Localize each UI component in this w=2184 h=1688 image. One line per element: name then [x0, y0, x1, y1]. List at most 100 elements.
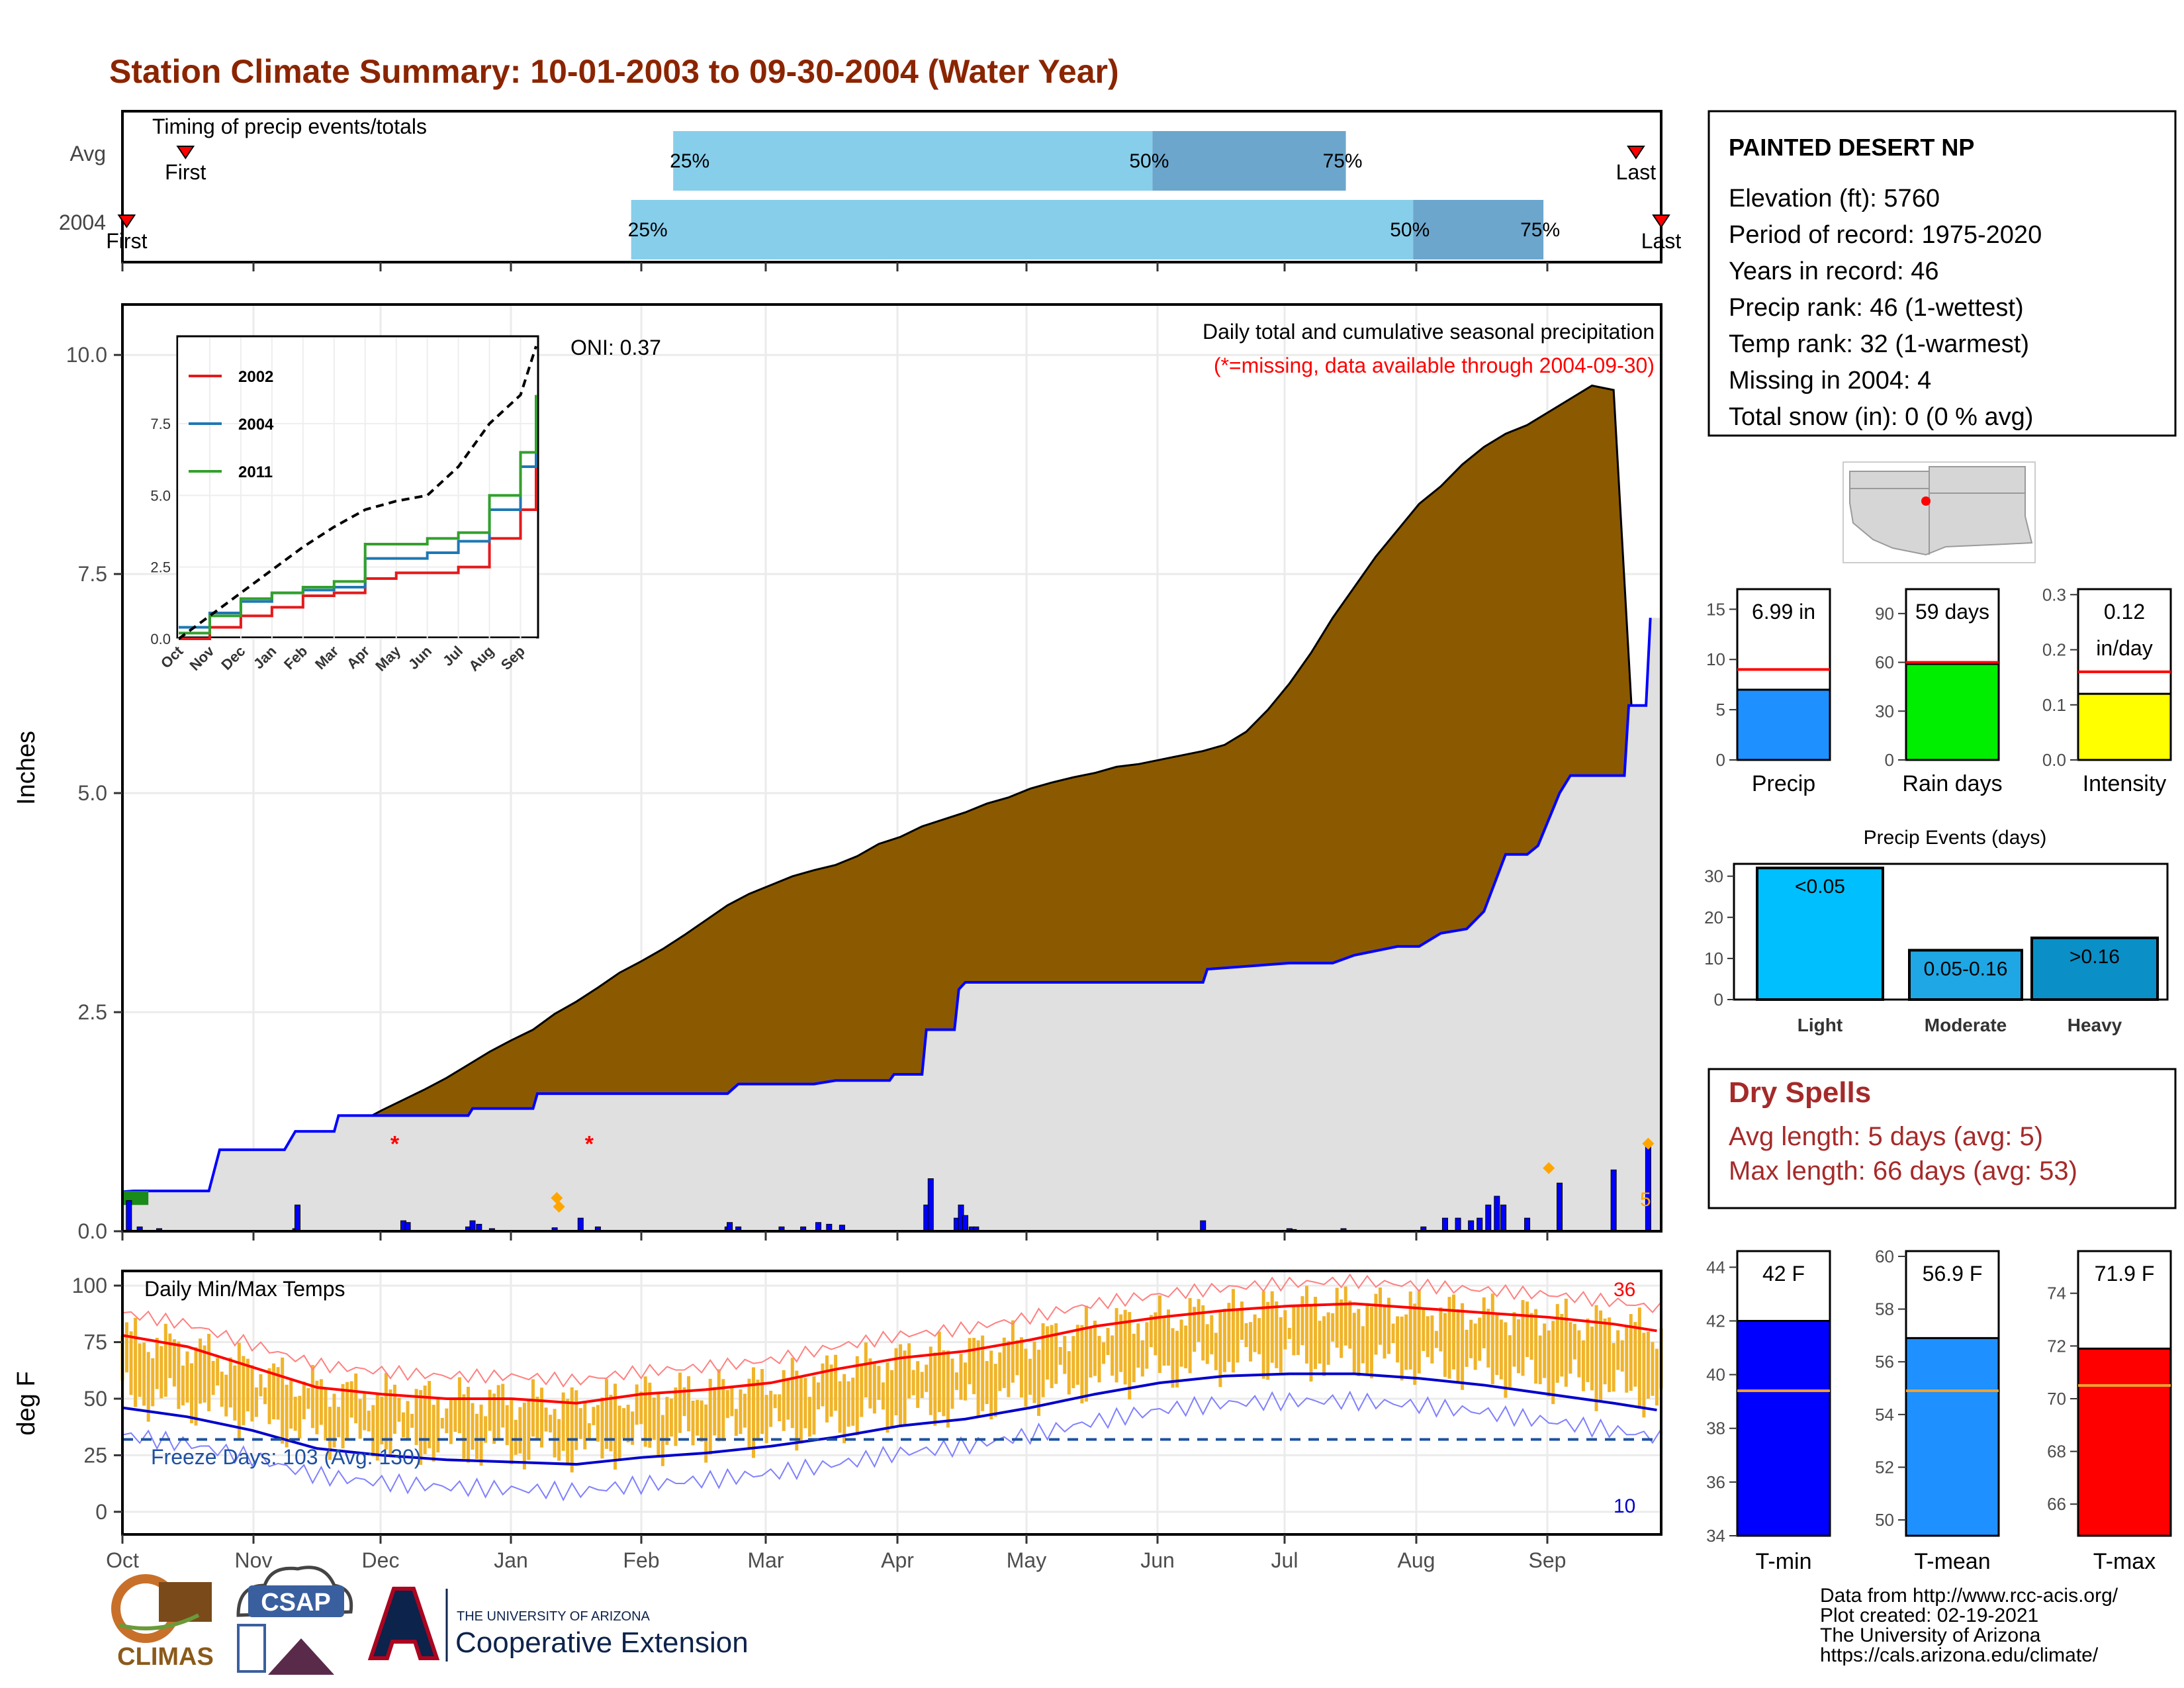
- daily-precip-bar: [1200, 1220, 1206, 1232]
- cumulative-2004-area: [122, 618, 1661, 1231]
- daily-temp-bar: [1637, 1307, 1641, 1409]
- daily-temp-bar: [1222, 1309, 1226, 1372]
- daily-temp-bar: [1340, 1299, 1343, 1358]
- daily-temp-bar: [163, 1323, 167, 1397]
- daily-temp-bar: [250, 1365, 254, 1422]
- stat-bar: [2077, 692, 2172, 761]
- daily-temp-bar: [937, 1331, 941, 1413]
- daily-precip-bar: [295, 1204, 301, 1232]
- daily-temp-bar: [155, 1337, 159, 1389]
- month-label: Sep: [1529, 1548, 1567, 1572]
- daily-temp-bar: [1569, 1322, 1572, 1374]
- orange-marker: [1543, 1162, 1555, 1174]
- daily-temp-bar: [933, 1352, 937, 1426]
- daily-temp-bar: [795, 1370, 799, 1451]
- stat-ytick-label: 15: [1706, 599, 1725, 619]
- ua-small-text: THE UNIVERSITY OF ARIZONA: [457, 1609, 651, 1624]
- daily-temp-bar: [440, 1417, 444, 1429]
- record-high-line: [122, 1273, 1662, 1388]
- last-marker: [1652, 214, 1670, 228]
- timing-bar-50-75: [1152, 131, 1346, 191]
- daily-temp-bar: [1430, 1315, 1434, 1364]
- timing-label-25: 25%: [670, 150, 709, 172]
- daily-temp-bar: [860, 1363, 864, 1417]
- daily-temp-bar: [1400, 1316, 1404, 1381]
- daily-temp-bar: [756, 1380, 760, 1439]
- daily-temp-bar: [760, 1369, 764, 1434]
- daily-temp-bar: [1106, 1328, 1110, 1355]
- daily-temp-bar: [734, 1409, 738, 1436]
- orange-marker: [553, 1200, 565, 1213]
- daily-temp-bar: [1560, 1313, 1564, 1377]
- daily-temp-bar: [578, 1408, 582, 1439]
- missing-marker: *: [585, 1132, 594, 1157]
- csap-logo: CSAP: [236, 1566, 353, 1675]
- climas-logo-text: CLIMAS: [117, 1643, 214, 1671]
- station-line-years: Years in record: 46: [1729, 258, 1939, 285]
- temp-label-10: 10: [1614, 1495, 1635, 1517]
- daily-temp-bar: [1369, 1306, 1373, 1379]
- daily-temp-bar: [678, 1372, 682, 1433]
- daily-temp-bar: [954, 1372, 958, 1390]
- temp-ytick-label: 25: [83, 1443, 107, 1467]
- daily-temp-bar: [254, 1387, 258, 1417]
- daily-temp-bar: [1154, 1312, 1158, 1356]
- daily-temp-bar: [622, 1408, 626, 1438]
- daily-temp-bar: [341, 1383, 345, 1449]
- daily-temp-bar: [786, 1378, 790, 1420]
- daily-temp-bar: [1019, 1337, 1023, 1398]
- temp-label-36: 36: [1614, 1279, 1635, 1301]
- temp-stat-value-label: 71.9 F: [2095, 1262, 2155, 1286]
- station-line-period: Period of record: 1975-2020: [1729, 221, 2042, 249]
- daily-temp-bar: [1257, 1318, 1261, 1354]
- precip-ytick-label: 0.0: [78, 1219, 107, 1243]
- temp-stat-ytick-label: 68: [2047, 1442, 2066, 1462]
- daily-temp-bar: [1266, 1301, 1270, 1380]
- temp-stat-ytick-label: 36: [1706, 1472, 1725, 1492]
- oni-label: ONI: 0.37: [570, 336, 661, 359]
- daily-temp-bar: [998, 1352, 1002, 1391]
- daily-temp-bar: [842, 1374, 846, 1444]
- last-label: Last: [1616, 160, 1657, 184]
- daily-temp-bar: [769, 1390, 773, 1427]
- daily-temp-bar: [592, 1407, 596, 1425]
- daily-temp-bar: [868, 1358, 872, 1409]
- daily-temp-bar: [358, 1399, 362, 1439]
- daily-temp-bar: [134, 1317, 138, 1407]
- daily-temp-bar: [1357, 1309, 1361, 1376]
- daily-temp-bar: [1171, 1328, 1175, 1388]
- daily-temp-bar: [1283, 1310, 1287, 1350]
- daily-temp-bar: [1314, 1296, 1318, 1370]
- daily-temp-bar: [1473, 1323, 1477, 1370]
- cumulative-2004-line: [122, 618, 1652, 1194]
- daily-temp-bar: [281, 1357, 285, 1444]
- avg-min-line: [122, 1372, 1657, 1466]
- daily-temp-bar: [1348, 1300, 1352, 1349]
- month-label: Mar: [747, 1548, 784, 1572]
- event-bar-label: 0.05-0.16: [1924, 958, 2008, 980]
- daily-temp-bar: [1304, 1286, 1308, 1364]
- temp-stat-bar: [2077, 1347, 2172, 1537]
- daily-temp-bar: [1275, 1301, 1279, 1368]
- daily-temp-bar: [708, 1378, 712, 1455]
- daily-temp-bar: [648, 1382, 652, 1448]
- daily-temp-bar: [505, 1405, 509, 1446]
- inset-series-average: [177, 346, 537, 640]
- daily-precip-bar: [1485, 1204, 1492, 1232]
- daily-temp-bar: [228, 1357, 232, 1408]
- daily-temp-bar: [1417, 1289, 1421, 1374]
- daily-temp-bar: [929, 1346, 933, 1415]
- daily-temp-bar: [747, 1378, 751, 1448]
- daily-temp-bar: [1063, 1336, 1067, 1374]
- temp-stat-ytick-label: 72: [2047, 1336, 2066, 1356]
- daily-temp-bar: [1629, 1314, 1633, 1391]
- daily-temp-bar: [1361, 1326, 1365, 1364]
- temp-stat-ytick-label: 34: [1706, 1526, 1725, 1546]
- daily-temp-bar: [449, 1399, 453, 1444]
- daily-temp-bar: [1326, 1312, 1330, 1365]
- daily-temp-bar: [614, 1383, 617, 1470]
- temp-stat-ytick-label: 58: [1875, 1299, 1894, 1319]
- stat-label: Rain days: [1902, 771, 2002, 796]
- stat-ytick-label: 0: [1716, 750, 1725, 770]
- daily-temp-bar: [851, 1378, 855, 1426]
